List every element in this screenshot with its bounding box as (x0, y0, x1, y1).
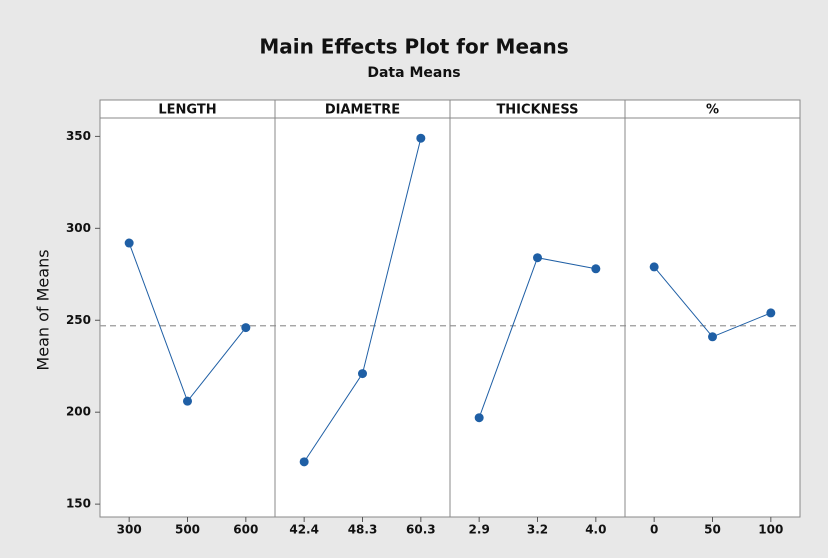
point (124, 238, 134, 248)
point (591, 264, 601, 274)
x-tick-label: 48.3 (348, 523, 378, 537)
point (416, 133, 426, 143)
chart-title: Main Effects Plot for Means (259, 35, 568, 59)
chart-subtitle: Data Means (367, 65, 460, 81)
y-tick-label: 150 (66, 497, 91, 511)
panel-title: LENGTH (158, 103, 216, 118)
y-tick-label: 350 (66, 129, 91, 143)
y-tick-label: 250 (66, 313, 91, 327)
point (649, 262, 659, 272)
x-tick-label: 600 (233, 523, 258, 537)
y-axis-label: Mean of Means (34, 249, 53, 370)
point (474, 413, 484, 423)
x-tick-label: 3.2 (527, 523, 548, 537)
panel-title: DIAMETRE (325, 103, 400, 118)
y-tick-label: 300 (66, 221, 91, 235)
point (358, 369, 367, 379)
x-tick-label: 42.4 (289, 523, 319, 537)
x-tick-label: 0 (650, 523, 658, 537)
point (299, 457, 309, 467)
point (241, 323, 251, 333)
x-tick-label: 4.0 (585, 523, 606, 537)
point (183, 396, 192, 406)
panel-title: % (706, 103, 719, 118)
x-tick-label: 50 (704, 523, 721, 537)
point (533, 253, 542, 263)
x-tick-label: 100 (758, 523, 783, 537)
x-tick-label: 500 (175, 523, 200, 537)
point (708, 332, 717, 342)
panel-title: THICKNESS (496, 103, 578, 118)
x-tick-label: 2.9 (469, 523, 490, 537)
x-tick-label: 60.3 (406, 523, 436, 537)
y-tick-label: 200 (66, 405, 91, 419)
x-tick-label: 300 (117, 523, 142, 537)
point (766, 308, 776, 318)
